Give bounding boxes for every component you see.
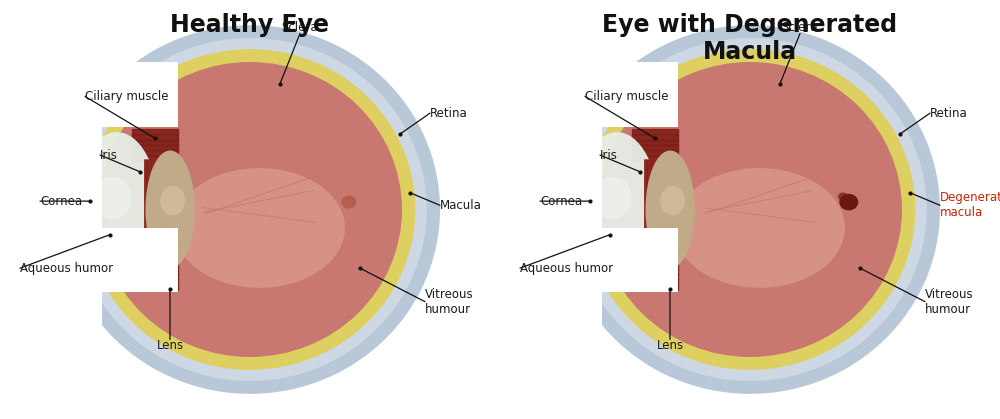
Ellipse shape xyxy=(838,192,848,201)
Ellipse shape xyxy=(646,150,695,269)
FancyBboxPatch shape xyxy=(102,62,178,127)
Ellipse shape xyxy=(660,186,685,215)
FancyBboxPatch shape xyxy=(0,0,102,419)
Ellipse shape xyxy=(575,132,659,287)
Ellipse shape xyxy=(594,176,632,219)
Text: Macula: Macula xyxy=(440,199,482,212)
Ellipse shape xyxy=(73,38,427,381)
Text: Vitreous
humour: Vitreous humour xyxy=(425,288,474,316)
Ellipse shape xyxy=(598,62,902,357)
Text: Cornea: Cornea xyxy=(40,194,82,208)
Text: Ciliary muscle: Ciliary muscle xyxy=(85,90,168,103)
FancyBboxPatch shape xyxy=(102,228,178,292)
Ellipse shape xyxy=(94,176,132,219)
FancyBboxPatch shape xyxy=(602,62,678,127)
Ellipse shape xyxy=(839,194,858,210)
Ellipse shape xyxy=(174,168,345,288)
FancyBboxPatch shape xyxy=(602,228,678,292)
Text: Healthy Eye: Healthy Eye xyxy=(170,13,330,36)
Text: Retina: Retina xyxy=(430,106,468,120)
Ellipse shape xyxy=(585,49,915,370)
Ellipse shape xyxy=(573,38,927,381)
Ellipse shape xyxy=(160,186,185,215)
Ellipse shape xyxy=(75,132,159,287)
FancyBboxPatch shape xyxy=(500,0,602,419)
FancyBboxPatch shape xyxy=(144,159,158,260)
Text: Lens: Lens xyxy=(156,339,184,352)
Text: Iris: Iris xyxy=(100,148,118,162)
Text: Cornea: Cornea xyxy=(540,194,582,208)
Ellipse shape xyxy=(85,49,415,370)
Ellipse shape xyxy=(146,150,195,269)
Text: Aqueous humor: Aqueous humor xyxy=(20,261,113,275)
Ellipse shape xyxy=(60,25,440,394)
Ellipse shape xyxy=(650,204,690,233)
FancyBboxPatch shape xyxy=(644,159,658,260)
Text: Sclera: Sclera xyxy=(282,21,318,34)
Text: Vitreous
humour: Vitreous humour xyxy=(925,288,974,316)
Text: Iris: Iris xyxy=(600,148,618,162)
Ellipse shape xyxy=(674,168,845,288)
Text: Eye with Degenerated
Macula: Eye with Degenerated Macula xyxy=(602,13,898,65)
Text: Aqueous humor: Aqueous humor xyxy=(520,261,613,275)
Text: Ciliary muscle: Ciliary muscle xyxy=(585,90,668,103)
Ellipse shape xyxy=(341,196,356,209)
Ellipse shape xyxy=(98,62,402,357)
Text: Lens: Lens xyxy=(656,339,684,352)
Text: Degenerated
macula: Degenerated macula xyxy=(940,191,1000,219)
Ellipse shape xyxy=(560,25,940,394)
Text: Sclera: Sclera xyxy=(782,21,818,34)
Ellipse shape xyxy=(150,204,190,233)
Text: Retina: Retina xyxy=(930,106,968,120)
